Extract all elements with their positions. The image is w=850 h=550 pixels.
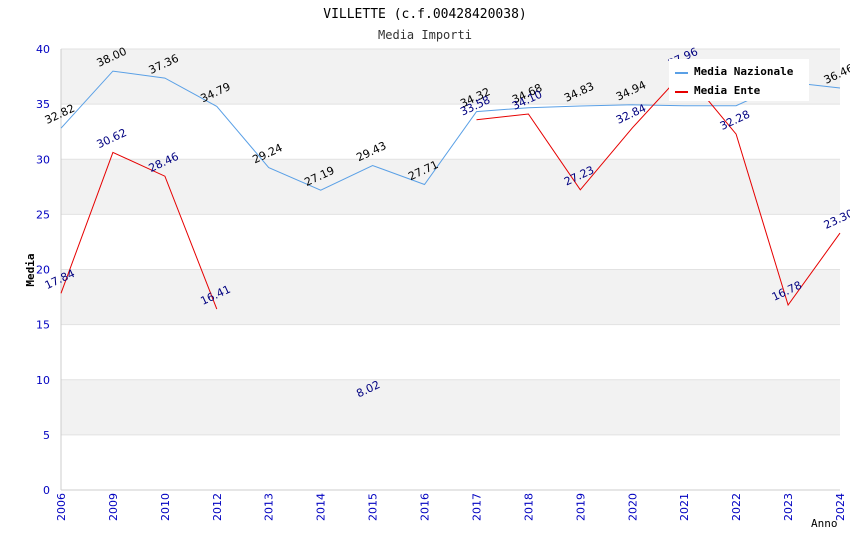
legend-label-nazionale: Media Nazionale [694, 65, 794, 78]
series-line-nazionale [60, 70, 841, 191]
chart-subtitle: Media Importi [378, 28, 472, 42]
grid-band [61, 269, 840, 325]
y-tick-label: 0 [43, 484, 50, 497]
series-line-ente [60, 151, 218, 310]
x-tick-label: 2023 [782, 493, 795, 521]
y-tick-label: 10 [36, 374, 50, 387]
x-tick-label: 2017 [470, 493, 483, 521]
y-tick-label: 25 [36, 208, 50, 221]
x-tick-label: 2014 [315, 493, 328, 521]
x-tick-label: 2021 [678, 493, 691, 521]
x-tick-label: 2020 [626, 493, 639, 521]
x-axis-label: Anno [811, 517, 838, 530]
x-tick-label: 2010 [159, 493, 172, 521]
y-tick-label: 15 [36, 319, 50, 332]
y-tick-label: 35 [36, 98, 50, 111]
x-tick-label: 2016 [419, 493, 432, 521]
legend: Media Nazionale Media Ente [669, 59, 809, 101]
y-tick-label: 30 [36, 153, 50, 166]
x-tick-label: 2024 [834, 493, 847, 521]
x-axis-ticks: 2006 2009 2010 2012 2013 2014 2015 2016 2017 2018… [55, 493, 847, 521]
y-tick-label: 5 [43, 429, 50, 442]
x-tick-label: 2013 [263, 493, 276, 521]
grid-lines [60, 48, 840, 491]
x-tick-label: 2019 [574, 493, 587, 521]
x-tick-label: 2012 [211, 493, 224, 521]
y-axis-label: Media [24, 253, 37, 286]
y-tick-label: 20 [36, 264, 50, 277]
x-tick-label: 2018 [522, 493, 535, 521]
x-tick-label: 2009 [107, 493, 120, 521]
legend-box [669, 59, 809, 101]
x-tick-label: 2006 [55, 493, 68, 521]
series-lines [60, 70, 841, 310]
y-tick-label: 40 [36, 43, 50, 56]
legend-label-ente: Media Ente [694, 84, 761, 97]
grid-band [61, 379, 840, 435]
x-tick-label: 2015 [367, 493, 380, 521]
x-tick-label: 2022 [730, 493, 743, 521]
grid-band [61, 159, 840, 215]
y-axis-ticks: 0 5 10 15 20 25 30 35 40 [36, 43, 50, 497]
chart-title: VILLETTE (c.f.00428420038) [323, 7, 527, 22]
series-line-ente [476, 70, 841, 307]
